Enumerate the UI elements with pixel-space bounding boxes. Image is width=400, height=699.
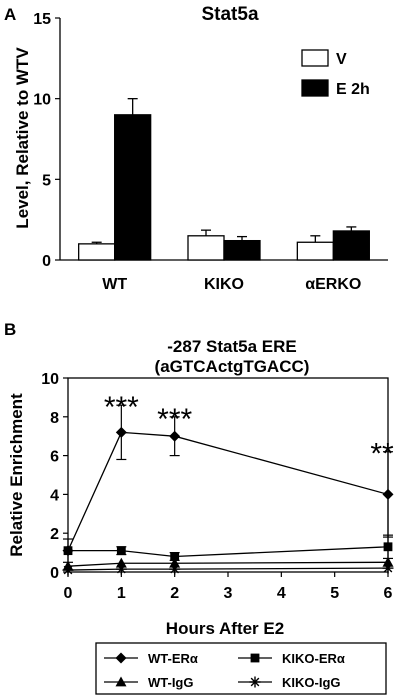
chart-a-plot: 0 5 10 15 WT KIKO αERKO V E 2h	[33, 11, 388, 293]
x-tick-label: 5	[330, 585, 339, 602]
category-label: WT	[102, 276, 127, 293]
legend-swatch	[301, 79, 329, 97]
legend-marker	[250, 677, 260, 687]
series-line	[68, 546, 389, 558]
data-point	[116, 546, 126, 556]
series-line	[67, 561, 389, 567]
y-tick-label: 8	[50, 410, 59, 427]
data-point	[115, 557, 127, 568]
significance-annotation: ***	[104, 391, 139, 424]
significance-annotation: **	[370, 438, 394, 471]
category-label: αERKO	[305, 276, 361, 293]
data-point	[382, 556, 394, 567]
panel-label-b: B	[4, 320, 16, 339]
x-tick-label: 0	[64, 585, 73, 602]
legend-box	[95, 642, 387, 695]
significance-annotation: ***	[157, 403, 192, 436]
chart-b-legend: WT-ERα KIKO-ERα WT-IgG KIKO-IgG	[95, 642, 387, 695]
chart-b-title-line1: -287 Stat5a ERE	[167, 337, 296, 356]
y-tick-label: 0	[42, 253, 51, 270]
x-tick-label: 2	[170, 585, 179, 602]
series-line	[67, 431, 389, 551]
y-tick-label: 10	[41, 371, 59, 388]
data-point	[63, 546, 73, 556]
chart-a-ylabel: Level, Relative to WTV	[13, 47, 32, 229]
category-label: KIKO	[204, 276, 244, 293]
legend-marker	[115, 652, 127, 664]
bar	[332, 230, 370, 261]
y-tick-label: 0	[50, 565, 59, 582]
data-point	[169, 430, 181, 442]
bar	[187, 235, 225, 261]
data-point	[170, 552, 180, 561]
y-tick-label: 2	[50, 526, 59, 543]
y-tick-label: 15	[33, 11, 51, 28]
chart-b-title-line2: (aGTCActgTGACC)	[155, 357, 310, 376]
legend-marker	[115, 676, 127, 687]
data-point	[169, 557, 181, 568]
data-point	[170, 564, 180, 574]
legend-label: KIKO-ERα	[282, 651, 345, 666]
data-point	[382, 488, 394, 500]
x-tick-label: 1	[117, 585, 126, 602]
data-point	[115, 426, 127, 438]
chart-b-xlabel: Hours After E2	[166, 619, 284, 638]
legend-label: V	[336, 51, 347, 68]
y-tick-label: 10	[33, 92, 51, 109]
chart-a-title: Stat5a	[201, 4, 258, 25]
panel-label-a: A	[4, 5, 16, 24]
series-line	[67, 567, 389, 571]
data-point	[116, 564, 126, 574]
data-point	[383, 563, 393, 573]
legend-label: WT-IgG	[148, 675, 194, 690]
y-tick-label: 5	[42, 172, 51, 189]
legend-label: KIKO-IgG	[282, 675, 341, 690]
x-tick-label: 3	[224, 585, 233, 602]
legend-label: WT-ERα	[148, 651, 198, 666]
x-tick-label: 6	[384, 585, 393, 602]
bar	[78, 243, 116, 261]
data-point	[63, 565, 73, 575]
bar	[114, 114, 152, 261]
data-point	[383, 542, 393, 552]
legend-marker	[250, 653, 260, 663]
x-tick-label: 4	[277, 585, 286, 602]
legend-swatch	[301, 49, 329, 67]
bar	[223, 239, 261, 261]
bar	[296, 241, 334, 261]
y-tick-label: 4	[50, 487, 59, 504]
legend-label: E 2h	[336, 81, 370, 98]
y-tick-label: 6	[50, 449, 59, 466]
chart-b-ylabel: Relative Enrichment	[7, 393, 26, 557]
